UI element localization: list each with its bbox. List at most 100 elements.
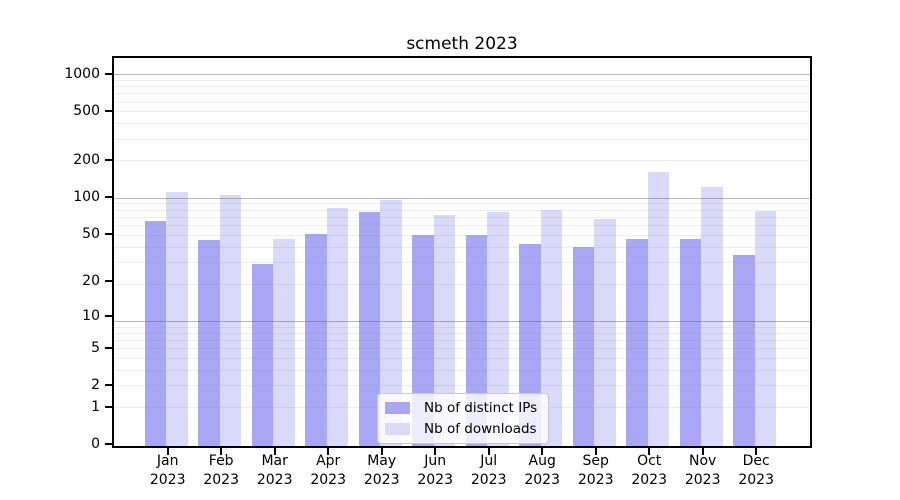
y-tick-label-1: 1 bbox=[91, 399, 100, 416]
bar-downloads-may bbox=[380, 199, 402, 446]
gridline-minor bbox=[114, 358, 810, 359]
x-tick-label-apr: Apr 2023 bbox=[310, 453, 346, 488]
x-tick-label-dec: Dec 2023 bbox=[738, 453, 774, 488]
gridline-minor bbox=[114, 86, 810, 88]
gridline-minor bbox=[114, 216, 810, 218]
x-tick-mark bbox=[166, 448, 169, 455]
legend-label-downloads: Nb of downloads bbox=[424, 421, 537, 437]
x-tick-label-nov: Nov 2023 bbox=[684, 453, 721, 488]
plot-area: Nb of distinct IPs Nb of downloads bbox=[112, 56, 812, 448]
bar-downloads-sep bbox=[594, 219, 616, 446]
bar-downloads-dec bbox=[754, 210, 777, 446]
gridline-minor bbox=[114, 79, 810, 81]
legend: Nb of distinct IPs Nb of downloads bbox=[377, 393, 550, 444]
y-tick-label-2: 2 bbox=[91, 377, 100, 394]
y-tick-label-20: 20 bbox=[82, 273, 100, 290]
bar-downloads-mar bbox=[273, 239, 295, 446]
y-tick-label-10: 10 bbox=[82, 307, 100, 324]
x-tick-label-feb: Feb 2023 bbox=[203, 453, 239, 488]
gridline-minor bbox=[114, 340, 810, 341]
x-tick-label-may: May 2023 bbox=[363, 453, 400, 488]
gridline-minor bbox=[114, 209, 810, 211]
gridline-minor bbox=[114, 262, 810, 263]
y-tick-label-1000: 1000 bbox=[64, 66, 100, 82]
bar-downloads-apr bbox=[326, 208, 349, 446]
gridline-minor bbox=[114, 246, 810, 248]
y-tick-mark bbox=[105, 232, 112, 235]
y-tick-mark bbox=[105, 384, 112, 387]
gridline-minor bbox=[114, 385, 810, 387]
gridline-minor bbox=[114, 203, 810, 205]
bar-distinct-ips-sep bbox=[572, 246, 595, 446]
bar-downloads-nov bbox=[701, 186, 723, 446]
x-tick-mark bbox=[273, 448, 276, 455]
bar-downloads-oct bbox=[647, 172, 670, 446]
bar-distinct-ips-jan bbox=[144, 221, 167, 446]
x-tick-mark bbox=[648, 448, 651, 455]
gridline-minor bbox=[114, 234, 810, 236]
legend-swatch-downloads bbox=[385, 423, 410, 435]
y-tick-mark bbox=[105, 73, 112, 75]
gridline-minor bbox=[114, 283, 810, 285]
gridline-minor bbox=[114, 370, 810, 371]
y-tick-mark bbox=[105, 280, 112, 283]
gridline-minor bbox=[114, 224, 810, 226]
y-tick-label-0: 0 bbox=[91, 436, 100, 453]
bar-distinct-ips-may bbox=[358, 211, 381, 446]
gridline-minor bbox=[114, 101, 810, 103]
gridline-minor bbox=[114, 326, 810, 328]
bar-distinct-ips-apr bbox=[305, 233, 327, 446]
y-tick-mark bbox=[105, 159, 112, 162]
x-tick-label-jun: Jun 2023 bbox=[417, 453, 453, 488]
y-tick-label-50: 50 bbox=[82, 225, 100, 242]
x-tick-label-sep: Sep 2023 bbox=[577, 453, 614, 488]
x-tick-mark bbox=[594, 448, 597, 455]
x-tick-mark bbox=[380, 448, 383, 455]
y-tick-label-500: 500 bbox=[73, 103, 100, 120]
x-tick-mark bbox=[220, 448, 223, 455]
x-tick-mark bbox=[701, 448, 704, 455]
y-tick-label-200: 200 bbox=[73, 152, 100, 169]
chart-title: scmeth 2023 bbox=[406, 34, 518, 54]
bar-distinct-ips-dec bbox=[733, 255, 755, 446]
y-tick-mark bbox=[105, 406, 112, 409]
bar-distinct-ips-feb bbox=[198, 240, 220, 446]
gridline-minor bbox=[114, 332, 810, 334]
bar-distinct-ips-nov bbox=[679, 239, 702, 446]
grid-layer bbox=[114, 58, 810, 446]
gridline-minor bbox=[114, 123, 810, 125]
x-tick-mark bbox=[434, 448, 437, 455]
x-tick-mark bbox=[487, 448, 490, 455]
y-tick-mark bbox=[105, 110, 112, 113]
bar-downloads-jun bbox=[433, 215, 456, 446]
bar-downloads-feb bbox=[219, 195, 242, 446]
y-tick-label-5: 5 bbox=[91, 340, 100, 357]
x-tick-label-jul: Jul 2023 bbox=[470, 453, 507, 488]
bar-downloads-jul bbox=[487, 212, 509, 446]
bar-downloads-aug bbox=[540, 210, 563, 446]
x-tick-label-mar: Mar 2023 bbox=[256, 453, 293, 488]
y-tick-mark bbox=[105, 314, 112, 317]
x-tick-mark bbox=[755, 448, 758, 455]
gridline-minor bbox=[114, 138, 810, 140]
x-tick-mark bbox=[327, 448, 330, 455]
bar-downloads-jan bbox=[166, 191, 188, 446]
x-tick-mark bbox=[541, 448, 544, 455]
y-tick-mark bbox=[105, 443, 112, 446]
gridline-minor bbox=[114, 348, 810, 350]
y-tick-mark bbox=[105, 196, 112, 198]
gridline-minor bbox=[114, 111, 810, 113]
x-tick-label-jan: Jan 2023 bbox=[149, 453, 186, 488]
bar-distinct-ips-mar bbox=[251, 263, 274, 446]
legend-swatch-distinct-ips bbox=[385, 402, 410, 414]
bar-distinct-ips-oct bbox=[626, 239, 648, 446]
y-tick-label-100: 100 bbox=[73, 189, 100, 205]
legend-item-downloads: Nb of downloads bbox=[385, 421, 537, 437]
x-tick-label-aug: Aug 2023 bbox=[524, 453, 560, 488]
x-tick-label-oct: Oct 2023 bbox=[631, 453, 667, 488]
gridline-major bbox=[114, 197, 810, 199]
legend-label-distinct-ips: Nb of distinct IPs bbox=[424, 400, 538, 416]
legend-item-distinct-ips: Nb of distinct IPs bbox=[385, 400, 537, 416]
gridline-minor bbox=[114, 160, 810, 162]
